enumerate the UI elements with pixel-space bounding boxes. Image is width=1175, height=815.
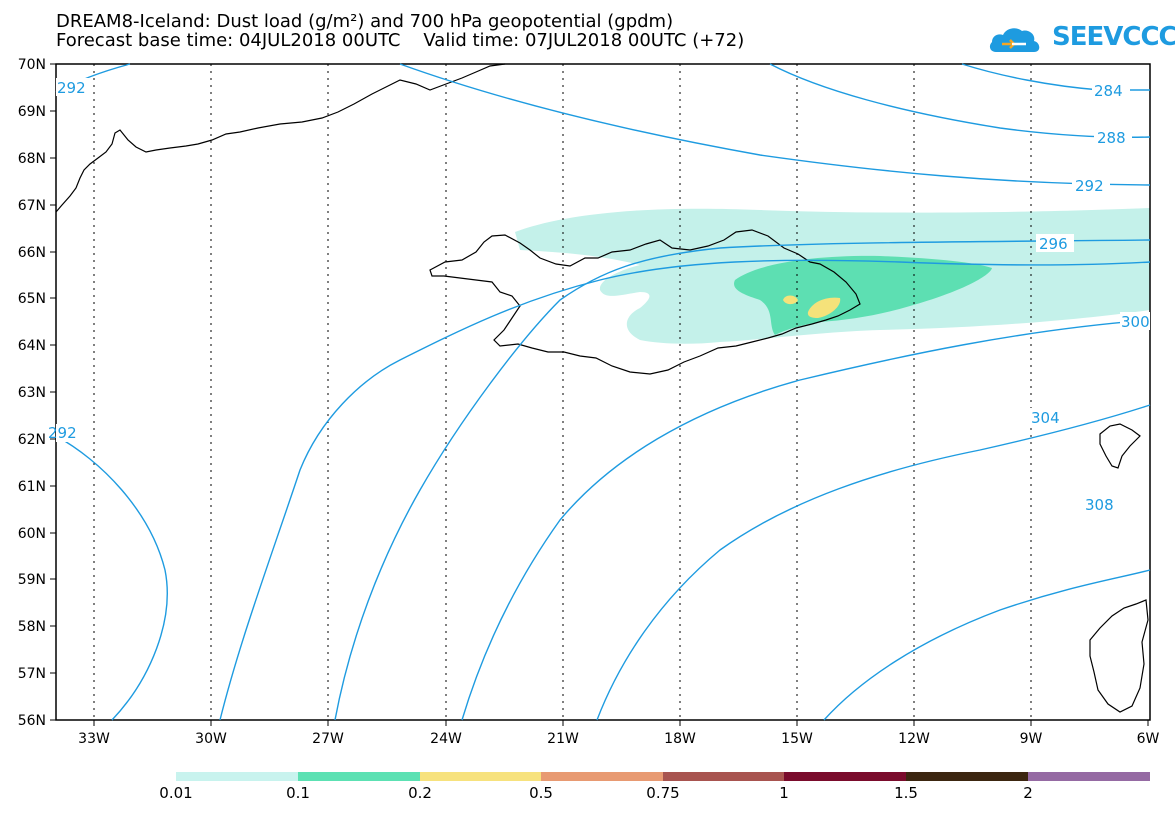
contour-label: 292 bbox=[57, 79, 86, 97]
colorbar-label: 0.1 bbox=[286, 784, 310, 802]
lon-label: 18W bbox=[664, 731, 696, 747]
contour-line bbox=[461, 319, 1151, 721]
seevccc-logo bbox=[989, 28, 1040, 52]
lat-label: 68N bbox=[18, 151, 46, 167]
dust-area-mid bbox=[734, 255, 992, 335]
lat-label: 60N bbox=[18, 526, 46, 542]
contour-label: 300 bbox=[1121, 313, 1150, 331]
lon-label: 33W bbox=[78, 731, 110, 747]
lat-label: 57N bbox=[18, 666, 46, 682]
colorbar-label: 1.5 bbox=[894, 784, 918, 802]
lat-label: 59N bbox=[18, 572, 46, 588]
colorbar-label: 1 bbox=[779, 784, 789, 802]
dust-area-high-2 bbox=[807, 297, 841, 318]
lon-label: 30W bbox=[195, 731, 227, 747]
lon-label: 24W bbox=[430, 731, 462, 747]
scotland-coast-north bbox=[1099, 423, 1141, 469]
lat-label: 70N bbox=[18, 57, 46, 73]
lat-label: 65N bbox=[18, 291, 46, 307]
colorbar-label: 2 bbox=[1023, 784, 1033, 802]
geopotential-contours bbox=[55, 63, 1151, 721]
dust-area-high-1 bbox=[783, 295, 798, 305]
contour-line bbox=[219, 259, 1151, 721]
lat-label: 61N bbox=[18, 479, 46, 495]
colorbar-segment bbox=[541, 772, 663, 781]
colorbar-label: 0.5 bbox=[529, 784, 553, 802]
contour-line bbox=[55, 435, 168, 721]
colorbar-label: 0.01 bbox=[159, 784, 193, 802]
lat-label: 63N bbox=[18, 385, 46, 401]
coastlines bbox=[55, 63, 1149, 713]
contour-label: 296 bbox=[1039, 235, 1068, 253]
scotland-coast-south bbox=[1089, 599, 1149, 713]
colorbar-segment bbox=[663, 772, 784, 781]
contour-label: 292 bbox=[1075, 177, 1104, 195]
map-title: DREAM8-Iceland: Dust load (g/m²) and 700… bbox=[56, 11, 674, 32]
latitude-labels: 70N 69N 68N 67N 66N 65N 64N 63N 62N 61N … bbox=[18, 57, 46, 729]
map-frame bbox=[55, 63, 1151, 721]
contour-line bbox=[769, 63, 1151, 138]
colorbar-segment bbox=[784, 772, 906, 781]
contour-line bbox=[334, 239, 1151, 721]
iceland-coast bbox=[429, 229, 861, 375]
contour-label: 292 bbox=[48, 424, 77, 442]
colorbar-segment bbox=[420, 772, 541, 781]
contour-label: 308 bbox=[1085, 496, 1114, 514]
lon-label: 27W bbox=[312, 731, 344, 747]
dust-load-shading bbox=[515, 208, 1150, 344]
colorbar-label: 0.75 bbox=[646, 784, 680, 802]
contour-label: 304 bbox=[1031, 409, 1060, 427]
greenland-coast bbox=[55, 63, 506, 213]
lat-label: 64N bbox=[18, 338, 46, 354]
contour-line bbox=[823, 569, 1151, 721]
axis-ticks bbox=[50, 63, 1149, 726]
contour-line bbox=[399, 63, 1151, 186]
lat-label: 56N bbox=[18, 713, 46, 729]
colorbar-segment bbox=[1028, 772, 1150, 781]
map-subtitle: Forecast base time: 04JUL2018 00UTC Vali… bbox=[56, 30, 745, 51]
colorbar-label: 0.2 bbox=[408, 784, 432, 802]
logo-text: SEEVCCC bbox=[1052, 22, 1175, 52]
lat-label: 69N bbox=[18, 104, 46, 120]
lat-label: 66N bbox=[18, 245, 46, 261]
lon-label: 6W bbox=[1137, 731, 1160, 747]
lat-label: 67N bbox=[18, 198, 46, 214]
longitude-labels: 33W 30W 27W 24W 21W 18W 15W 12W 9W 6W bbox=[78, 731, 1159, 747]
lon-label: 9W bbox=[1020, 731, 1043, 747]
graticule bbox=[93, 64, 1032, 720]
contour-labels: 292 284 288 292 296 300 304 308 292 bbox=[48, 78, 1150, 514]
cloud-icon bbox=[989, 28, 1040, 52]
contour-label: 288 bbox=[1097, 129, 1126, 147]
colorbar-segment bbox=[176, 772, 298, 781]
lon-label: 15W bbox=[781, 731, 813, 747]
lat-label: 58N bbox=[18, 619, 46, 635]
colorbar-segment bbox=[298, 772, 420, 781]
lat-label: 62N bbox=[18, 432, 46, 448]
colorbar-segment bbox=[906, 772, 1028, 781]
contour-label: 284 bbox=[1094, 82, 1123, 100]
contour-line bbox=[596, 404, 1151, 721]
lon-label: 12W bbox=[898, 731, 930, 747]
lon-label: 21W bbox=[547, 731, 579, 747]
